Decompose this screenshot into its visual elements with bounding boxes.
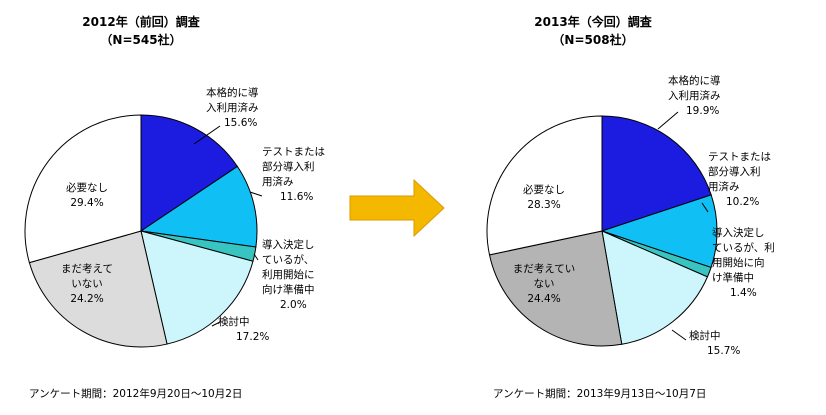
slice-considering	[601, 230, 709, 345]
slice-percentage: 15.6%	[224, 117, 257, 129]
slice-not-needed	[24, 114, 142, 264]
slice-percentage: 24.2%	[70, 293, 103, 305]
pie-chart-2012: 2012年（前回）調査 （N=545社） 本格的に導入利用済み 15.6%テストま…	[24, 14, 325, 400]
leader-line	[249, 191, 263, 197]
leader-line	[671, 329, 687, 341]
slice-percentage: 11.6%	[280, 191, 313, 203]
slice-not-yet-considered	[28, 230, 168, 348]
chart-subtitle: （N=545社）	[100, 32, 181, 47]
slice-label: 必要なし 28.3%	[523, 183, 565, 211]
chart-subtitle: （N=508社）	[552, 32, 633, 47]
slice-label: 本格的に導入利用済み 15.6%	[206, 86, 259, 129]
survey-period-dates: 2012年9月20日～10月2日	[113, 387, 243, 400]
leader-line	[253, 253, 259, 261]
survey-period-prefix: アンケート期間：	[493, 388, 577, 400]
slice-label: テストまたは部分導入利用済み 11.6%	[262, 146, 325, 203]
slice-not-yet-considered	[488, 230, 623, 347]
slice-fully-adopted	[601, 115, 712, 232]
leader-line	[701, 202, 709, 213]
slice-label: 必要なし 29.4%	[66, 181, 108, 209]
pie-chart-2013: 2013年（今回）調査 （N=508社） 本格的に導入利用済み 19.9% テストま…	[486, 14, 775, 400]
slice-considering	[140, 230, 254, 345]
slice-percentage: 2.0%	[280, 299, 307, 311]
slice-percentage: 15.7%	[707, 345, 740, 357]
slice-label: 導入決定しているが、利用開始に向け準備中 1.4%	[712, 226, 775, 299]
slice-test-partial	[600, 194, 718, 269]
slice-not-needed	[486, 115, 603, 256]
leader-line	[657, 111, 679, 130]
slice-test-partial	[139, 165, 258, 248]
slice-label: 検討中 17.2%	[218, 315, 269, 343]
slice-percentage: 17.2%	[236, 331, 269, 343]
slice-label: 検討中 15.7%	[689, 329, 740, 357]
chart-title: 2012年（前回）調査	[82, 14, 200, 29]
slice-percentage: 24.4%	[527, 293, 560, 305]
slice-percentage: 1.4%	[730, 287, 757, 299]
slice-label: テストまたは部分導入利用済み 10.2%	[708, 151, 771, 208]
slice-percentage: 10.2%	[726, 196, 759, 208]
survey-period: アンケート期間：2013年9月13日～10月7日	[493, 387, 706, 400]
slice-percentage: 29.4%	[70, 197, 103, 209]
slice-label: まだ考えていない 24.2%	[61, 263, 113, 305]
leader-line	[711, 257, 716, 265]
arrow-icon	[349, 178, 445, 238]
slice-percentage: 19.9%	[686, 105, 719, 117]
chart-title: 2013年（今回）調査	[534, 14, 652, 29]
survey-period-dates: 2013年9月13日～10月7日	[577, 387, 707, 400]
slice-percentage: 28.3%	[527, 199, 560, 211]
slice-fully-adopted	[140, 114, 239, 232]
leader-line	[193, 125, 221, 145]
leader-line	[211, 321, 221, 327]
slice-label: 本格的に導入利用済み 19.9%	[668, 74, 721, 117]
survey-period-prefix: アンケート期間：	[29, 388, 113, 400]
slice-label: 導入決定しているが、利用開始に向け準備中 2.0%	[262, 238, 315, 311]
survey-period: アンケート期間：2012年9月20日～10月2日	[29, 387, 242, 400]
slice-label: まだ考えていない 24.4%	[513, 263, 575, 305]
